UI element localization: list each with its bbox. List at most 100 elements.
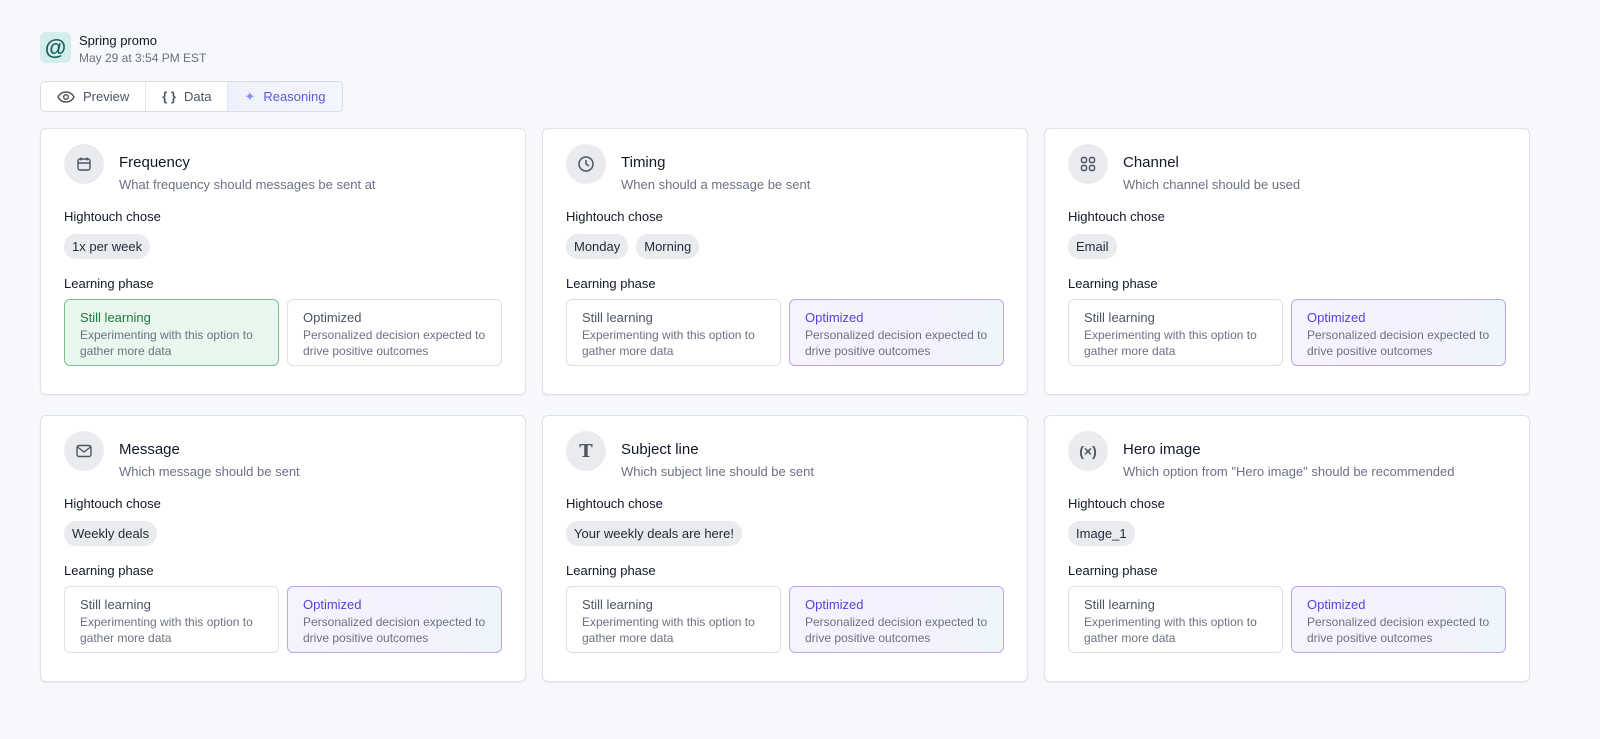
choice-chip: Image_1 xyxy=(1068,521,1135,546)
phase-still-learning: Still learning Experimenting with this o… xyxy=(64,299,279,366)
card-subtitle: Which channel should be used xyxy=(1123,177,1301,192)
sparkles-icon: ✦ xyxy=(244,88,256,104)
calendar-icon xyxy=(64,144,104,184)
tab-data[interactable]: { } Data xyxy=(146,82,229,111)
choice-chips: 1x per week xyxy=(64,234,502,259)
chose-label: Hightouch chose xyxy=(566,496,663,511)
phase-still-learning: Still learning Experimenting with this o… xyxy=(566,299,781,366)
choice-chips: Email xyxy=(1068,234,1506,259)
phase-description: Personalized decision expected to drive … xyxy=(1307,328,1490,358)
phase-still-learning: Still learning Experimenting with this o… xyxy=(64,586,279,653)
phase-title: Still learning xyxy=(582,597,653,612)
card-subtitle: Which message should be sent xyxy=(119,464,300,479)
campaign-header: @ Spring promo May 29 at 3:54 PM EST xyxy=(40,32,206,65)
phase-title: Optimized xyxy=(1307,597,1366,612)
phase-title: Optimized xyxy=(805,310,864,325)
decision-card: T Subject line Which subject line should… xyxy=(542,415,1028,682)
choice-chip: Morning xyxy=(636,234,700,259)
phase-title: Still learning xyxy=(582,310,653,325)
phase-optimized: Optimized Personalized decision expected… xyxy=(789,586,1004,653)
choice-chips: Weekly deals xyxy=(64,521,502,546)
card-subtitle: Which subject line should be sent xyxy=(621,464,814,479)
card-subtitle: What frequency should messages be sent a… xyxy=(119,177,376,192)
choice-chips: Monday Morning xyxy=(566,234,1004,259)
chose-label: Hightouch chose xyxy=(566,209,663,224)
phase-title: Still learning xyxy=(80,310,151,325)
learning-phase: Still learning Experimenting with this o… xyxy=(566,299,1004,366)
choice-chip: Weekly deals xyxy=(64,521,158,546)
phase-still-learning: Still learning Experimenting with this o… xyxy=(1068,586,1283,653)
tab-label: Reasoning xyxy=(263,89,326,104)
phase-label: Learning phase xyxy=(566,276,656,291)
choice-chip: 1x per week xyxy=(64,234,151,259)
card-title: Channel xyxy=(1123,154,1179,171)
tab-preview[interactable]: Preview xyxy=(41,82,147,111)
phase-title: Optimized xyxy=(303,597,362,612)
choice-chips: Your weekly deals are here! xyxy=(566,521,1004,546)
card-title: Subject line xyxy=(621,441,699,458)
choice-chip: Your weekly deals are here! xyxy=(566,521,742,546)
phase-label: Learning phase xyxy=(566,563,656,578)
phase-description: Experimenting with this option to gather… xyxy=(582,615,755,645)
phase-title: Still learning xyxy=(1084,597,1155,612)
eye-icon xyxy=(57,90,75,103)
phase-title: Optimized xyxy=(303,310,362,325)
campaign-title: Spring promo xyxy=(79,33,158,48)
phase-optimized: Optimized Personalized decision expected… xyxy=(287,586,502,653)
phase-title: Optimized xyxy=(1307,310,1366,325)
card-title: Timing xyxy=(621,154,666,171)
phase-description: Experimenting with this option to gather… xyxy=(1084,615,1257,645)
card-subtitle: Which option from "Hero image" should be… xyxy=(1123,464,1455,479)
learning-phase: Still learning Experimenting with this o… xyxy=(64,586,502,653)
phase-description: Personalized decision expected to drive … xyxy=(805,328,988,358)
phase-label: Learning phase xyxy=(64,563,154,578)
view-tabs: Preview { } Data ✦ Reasoning xyxy=(40,81,343,112)
phase-still-learning: Still learning Experimenting with this o… xyxy=(1068,299,1283,366)
phase-still-learning: Still learning Experimenting with this o… xyxy=(566,586,781,653)
card-title: Frequency xyxy=(119,154,190,171)
mail-icon xyxy=(64,431,104,471)
phase-title: Still learning xyxy=(1084,310,1155,325)
phase-description: Personalized decision expected to drive … xyxy=(303,328,486,358)
phase-title: Optimized xyxy=(805,597,864,612)
choice-chips: Image_1 xyxy=(1068,521,1506,546)
clock-icon xyxy=(566,144,606,184)
at-icon: @ xyxy=(40,32,71,63)
tab-label: Preview xyxy=(83,89,130,104)
chose-label: Hightouch chose xyxy=(64,496,161,511)
decision-card: Timing When should a message be sent Hig… xyxy=(542,128,1028,395)
choice-chip: Monday xyxy=(566,234,629,259)
learning-phase: Still learning Experimenting with this o… xyxy=(566,586,1004,653)
learning-phase: Still learning Experimenting with this o… xyxy=(1068,586,1506,653)
phase-optimized: Optimized Personalized decision expected… xyxy=(789,299,1004,366)
phase-description: Experimenting with this option to gather… xyxy=(1084,328,1257,358)
phase-optimized: Optimized Personalized decision expected… xyxy=(1291,299,1506,366)
choice-chip: Email xyxy=(1068,234,1117,259)
decision-card: Message Which message should be sent Hig… xyxy=(40,415,526,682)
phase-optimized: Optimized Personalized decision expected… xyxy=(1291,586,1506,653)
card-title: Hero image xyxy=(1123,441,1201,458)
phase-optimized: Optimized Personalized decision expected… xyxy=(287,299,502,366)
braces-icon: { } xyxy=(162,89,176,104)
chose-label: Hightouch chose xyxy=(1068,496,1165,511)
learning-phase: Still learning Experimenting with this o… xyxy=(1068,299,1506,366)
phase-title: Still learning xyxy=(80,597,151,612)
text-icon: T xyxy=(566,431,606,471)
phase-label: Learning phase xyxy=(64,276,154,291)
phase-description: Personalized decision expected to drive … xyxy=(303,615,486,645)
decision-card: Frequency What frequency should messages… xyxy=(40,128,526,395)
decision-card: (×) Hero image Which option from "Hero i… xyxy=(1044,415,1530,682)
phase-description: Personalized decision expected to drive … xyxy=(805,615,988,645)
card-subtitle: When should a message be sent xyxy=(621,177,811,192)
chose-label: Hightouch chose xyxy=(64,209,161,224)
variable-icon: (×) xyxy=(1068,431,1108,471)
campaign-timestamp: May 29 at 3:54 PM EST xyxy=(79,51,207,65)
tab-label: Data xyxy=(183,89,212,104)
learning-phase: Still learning Experimenting with this o… xyxy=(64,299,502,366)
tab-reasoning[interactable]: ✦ Reasoning xyxy=(228,82,342,111)
phase-description: Personalized decision expected to drive … xyxy=(1307,615,1490,645)
reasoning-cards: Frequency What frequency should messages… xyxy=(40,128,1530,682)
decision-card: Channel Which channel should be used Hig… xyxy=(1044,128,1530,395)
chose-label: Hightouch chose xyxy=(1068,209,1165,224)
phase-description: Experimenting with this option to gather… xyxy=(582,328,755,358)
